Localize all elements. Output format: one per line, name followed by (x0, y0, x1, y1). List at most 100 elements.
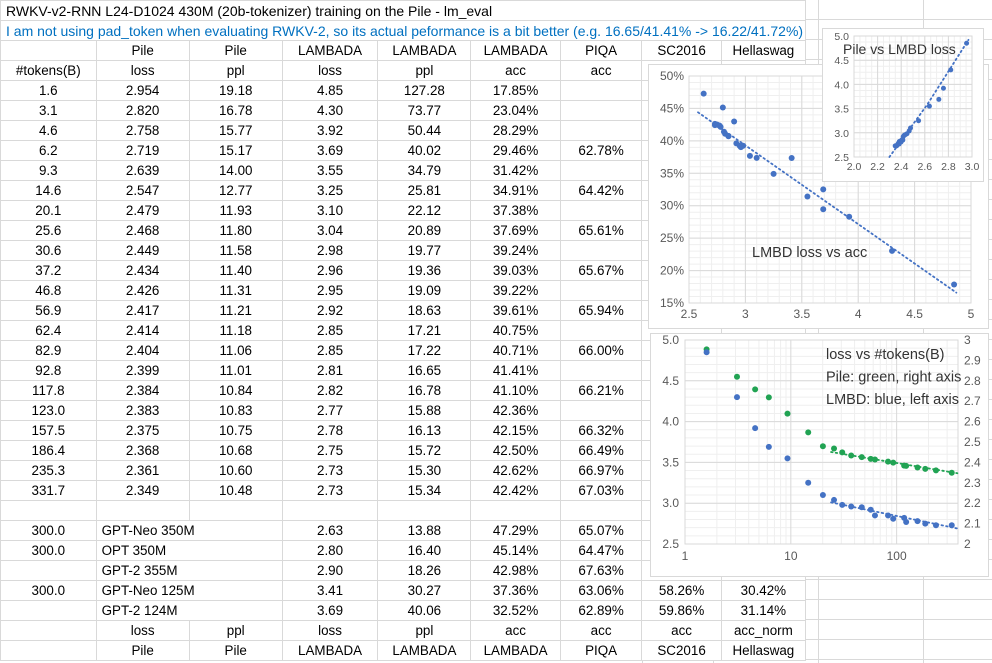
cell[interactable]: 1.6 (0, 80, 97, 101)
column-group-header[interactable]: Pile (95, 640, 190, 661)
column-header[interactable]: loss (95, 60, 190, 81)
column-header[interactable] (0, 620, 97, 641)
cell[interactable] (559, 500, 643, 521)
cell[interactable]: 40.06 (377, 600, 472, 621)
cell[interactable] (559, 80, 643, 101)
model-name-cell[interactable]: GPT-Neo 350M (95, 520, 283, 541)
cell[interactable]: 25.6 (0, 220, 97, 241)
cell[interactable]: 42.98% (470, 560, 561, 581)
cell[interactable]: 28.29% (470, 120, 561, 141)
column-header[interactable]: acc (641, 620, 722, 641)
cell[interactable] (559, 100, 643, 121)
column-group-header[interactable]: Pile (95, 40, 190, 61)
cell[interactable]: 117.8 (0, 380, 97, 401)
cell[interactable]: 3.10 (281, 200, 379, 221)
cell[interactable]: 37.2 (0, 260, 97, 281)
cell[interactable]: 40.75% (470, 320, 561, 341)
cell[interactable]: 2.77 (281, 400, 379, 421)
cell[interactable]: 50.44 (377, 120, 472, 141)
cell[interactable]: 32.52% (470, 600, 561, 621)
cell[interactable]: 39.22% (470, 280, 561, 301)
cell[interactable]: 11.21 (188, 300, 283, 321)
cell[interactable]: 127.28 (377, 80, 472, 101)
cell[interactable]: 66.32% (559, 420, 643, 441)
cell[interactable]: 11.01 (188, 360, 283, 381)
cell[interactable]: 39.61% (470, 300, 561, 321)
cell[interactable]: 3.25 (281, 180, 379, 201)
cell[interactable]: 15.88 (377, 400, 472, 421)
cell[interactable]: 14.6 (0, 180, 97, 201)
cell[interactable]: 42.36% (470, 400, 561, 421)
cell[interactable]: 29.46% (470, 140, 561, 161)
cell[interactable] (95, 500, 190, 521)
cell[interactable]: 31.42% (470, 160, 561, 181)
model-name-cell[interactable]: GPT-2 124M (95, 600, 283, 621)
cell[interactable]: 23.04% (470, 100, 561, 121)
cell[interactable]: 15.30 (377, 460, 472, 481)
cell[interactable]: 16.40 (377, 540, 472, 561)
cell[interactable]: 62.89% (559, 600, 643, 621)
column-group-header[interactable]: LAMBADA (281, 40, 379, 61)
cell[interactable]: 59.86% (641, 600, 722, 621)
cell[interactable]: 66.00% (559, 340, 643, 361)
cell[interactable]: 64.42% (559, 180, 643, 201)
cell[interactable]: 2.85 (281, 340, 379, 361)
cell[interactable]: 10.75 (188, 420, 283, 441)
cell[interactable]: 92.8 (0, 360, 97, 381)
sheet-note[interactable]: I am not using pad_token when evaluating… (0, 20, 807, 41)
cell[interactable]: 64.47% (559, 540, 643, 561)
model-name-cell[interactable]: GPT-Neo 125M (95, 580, 283, 601)
cell[interactable]: 2.95 (281, 280, 379, 301)
cell[interactable]: 34.91% (470, 180, 561, 201)
cell[interactable]: 2.384 (95, 380, 190, 401)
cell[interactable]: 15.34 (377, 480, 472, 501)
cell[interactable] (0, 500, 97, 521)
cell[interactable]: 17.22 (377, 340, 472, 361)
cell[interactable]: 2.449 (95, 240, 190, 261)
cell[interactable] (470, 500, 561, 521)
cell[interactable]: 2.78 (281, 420, 379, 441)
cell[interactable]: 11.40 (188, 260, 283, 281)
cell[interactable]: 2.719 (95, 140, 190, 161)
column-group-header[interactable]: PIQA (559, 640, 643, 661)
cell[interactable]: 4.6 (0, 120, 97, 141)
column-group-header[interactable]: LAMBADA (470, 640, 561, 661)
cell[interactable]: 46.8 (0, 280, 97, 301)
cell[interactable]: 56.9 (0, 300, 97, 321)
cell[interactable]: 2.758 (95, 120, 190, 141)
model-name-cell[interactable]: OPT 350M (95, 540, 283, 561)
column-header[interactable]: loss (95, 620, 190, 641)
cell[interactable]: 42.42% (470, 480, 561, 501)
cell[interactable]: 16.78 (377, 380, 472, 401)
column-group-header[interactable]: Hellaswag (720, 40, 807, 61)
cell[interactable]: 2.63 (281, 520, 379, 541)
cell[interactable]: 62.4 (0, 320, 97, 341)
column-group-header[interactable]: SC2016 (641, 640, 722, 661)
cell[interactable] (559, 200, 643, 221)
cell[interactable]: 3.55 (281, 160, 379, 181)
cell[interactable]: 2.75 (281, 440, 379, 461)
cell[interactable]: 2.361 (95, 460, 190, 481)
cell[interactable]: 18.26 (377, 560, 472, 581)
column-header[interactable]: acc (470, 60, 561, 81)
cell[interactable]: 30.27 (377, 580, 472, 601)
cell[interactable]: 19.36 (377, 260, 472, 281)
cell[interactable]: 9.3 (0, 160, 97, 181)
cell[interactable]: 3.41 (281, 580, 379, 601)
cell[interactable]: 186.4 (0, 440, 97, 461)
cell[interactable]: 19.18 (188, 80, 283, 101)
cell[interactable]: 16.65 (377, 360, 472, 381)
cell[interactable]: 15.72 (377, 440, 472, 461)
cell[interactable]: 2.73 (281, 480, 379, 501)
cell[interactable] (559, 400, 643, 421)
cell[interactable]: 16.78 (188, 100, 283, 121)
cell[interactable]: 2.954 (95, 80, 190, 101)
cell[interactable] (0, 560, 97, 581)
cell[interactable]: 65.67% (559, 260, 643, 281)
cell[interactable]: 41.41% (470, 360, 561, 381)
cell[interactable]: 2.639 (95, 160, 190, 181)
cell[interactable]: 11.58 (188, 240, 283, 261)
cell[interactable]: 3.04 (281, 220, 379, 241)
cell[interactable]: 40.02 (377, 140, 472, 161)
cell[interactable]: 37.69% (470, 220, 561, 241)
